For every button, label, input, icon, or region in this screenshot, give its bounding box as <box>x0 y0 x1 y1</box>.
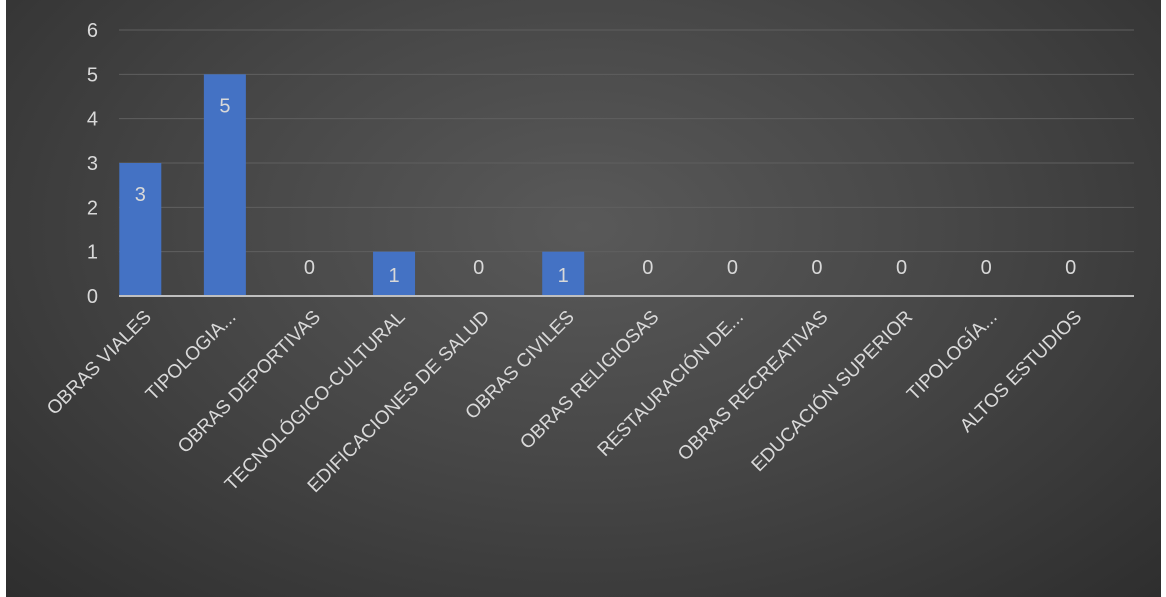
bar-1 <box>203 74 246 296</box>
bar-0 <box>119 163 162 296</box>
data-label-5: 1 <box>558 265 569 287</box>
bar-3 <box>373 251 416 296</box>
y-tick-label-2: 2 <box>87 197 98 219</box>
data-label-7: 0 <box>727 257 738 279</box>
data-label-6: 0 <box>642 257 653 279</box>
data-label-10: 0 <box>981 257 992 279</box>
data-label-3: 1 <box>388 265 399 287</box>
data-label-9: 0 <box>896 257 907 279</box>
y-tick-label-0: 0 <box>87 286 98 308</box>
y-tick-label-1: 1 <box>87 242 98 264</box>
category-label-2: OBRAS DEPORTIVAS <box>174 307 325 458</box>
category-label-7: RESTAURACIÓN DE... <box>593 306 748 461</box>
category-label-0: OBRAS VIALES <box>43 307 156 420</box>
y-tick-label-6: 6 <box>87 20 98 42</box>
data-label-8: 0 <box>811 257 822 279</box>
data-label-11: 0 <box>1065 257 1076 279</box>
data-label-4: 0 <box>473 257 484 279</box>
y-tick-label-5: 5 <box>87 64 98 86</box>
category-label-8: OBRAS RECREATIVAS <box>674 307 832 465</box>
y-tick-label-3: 3 <box>87 153 98 175</box>
y-tick-label-4: 4 <box>87 109 98 131</box>
category-label-6: OBRAS RELIGIOSAS <box>516 307 663 454</box>
data-label-1: 5 <box>219 95 230 117</box>
chart-area: 0 1 2 3 4 5 6 3 5 0 1 0 1 0 0 0 0 0 0 OBRAS VIALES TIPOLOGIA… <box>6 0 1161 597</box>
data-label-2: 0 <box>304 257 315 279</box>
category-label-3: TECNOLÓGICO-CULTURAL <box>220 306 409 495</box>
bar-5 <box>542 251 585 296</box>
category-label-4: EDIFICACIONES DE SALUD <box>304 307 494 497</box>
category-label-9: EDUCACIÓN SUPERIOR <box>747 306 917 476</box>
data-label-0: 3 <box>135 184 146 206</box>
